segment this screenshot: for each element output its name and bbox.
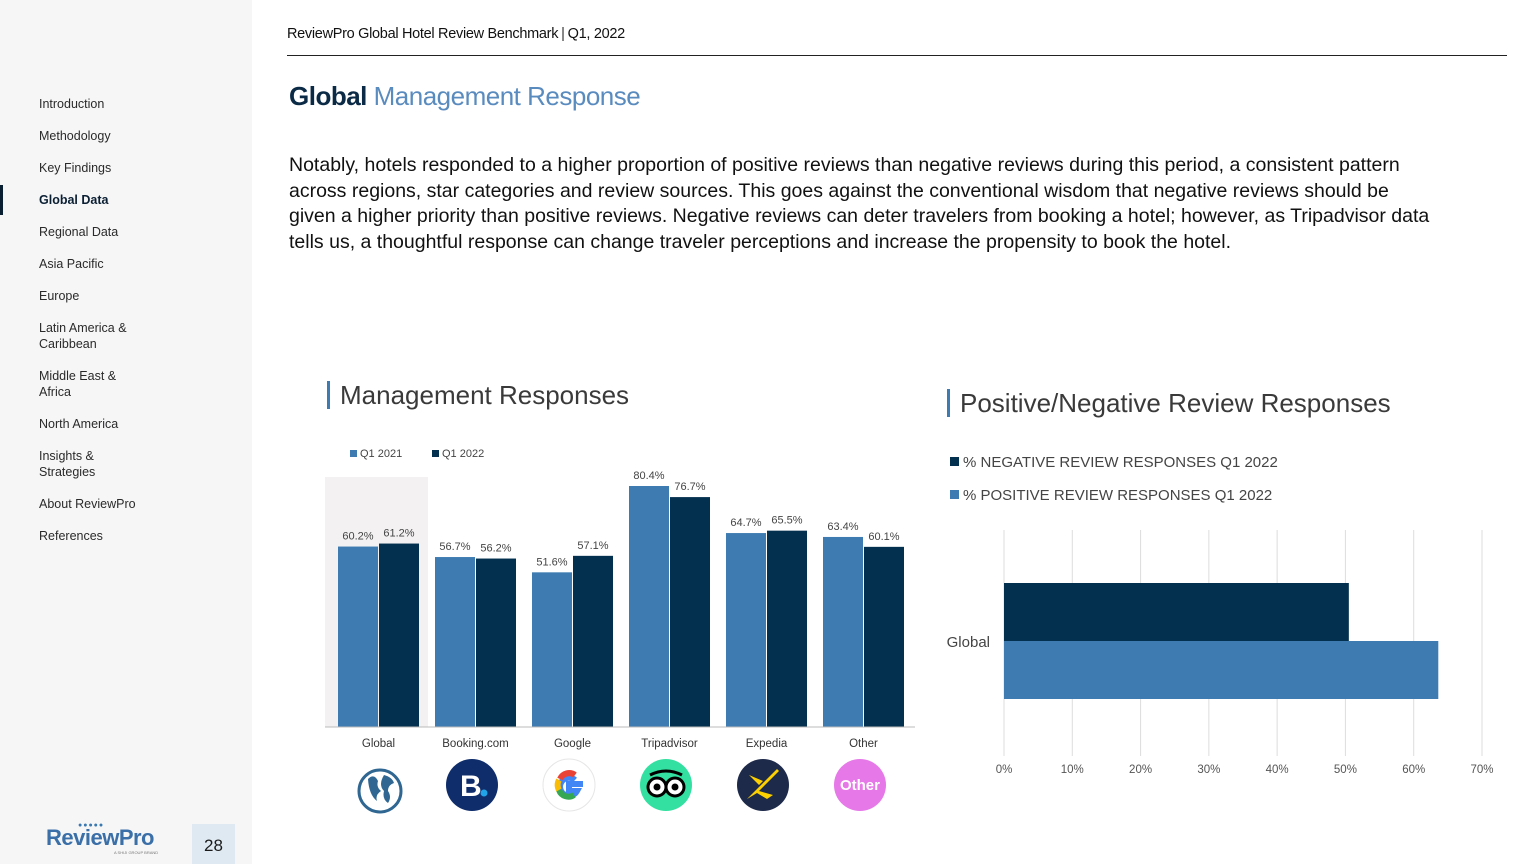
sidebar: Introduction Methodology Key Findings Globa… [0,0,252,864]
x-tick-label: 60% [1402,764,1425,776]
sidebar-item-europe[interactable]: Europe [39,289,80,303]
data-label: 65.5% [771,515,802,527]
legend-label-1: % POSITIVE REVIEW RESPONSES Q1 2022 [963,487,1272,504]
logo-subtitle: A SHIJI GROUP BRAND [114,850,159,855]
x-tick-label: 30% [1197,764,1220,776]
sidebar-item-methodology[interactable]: Methodology [39,129,111,143]
x-tick-label: 10% [1061,764,1084,776]
bar-bookingcom-0 [435,557,475,727]
category-label: Other [849,738,878,750]
logo-text: ReviewPro [46,825,155,850]
report-name: ReviewPro Global Hotel Review Benchmark [287,26,559,42]
data-label: 60.1% [868,531,899,543]
x-tick-label: 40% [1266,764,1289,776]
bar-tripadvisor-0 [629,486,669,727]
review-responses-chart: % NEGATIVE REVIEW RESPONSES Q1 2022 % POS… [947,454,1494,776]
data-label: 76.7% [674,481,705,493]
category-label: Global [362,738,395,750]
header-divider [287,55,1507,56]
data-label: 56.7% [439,541,470,553]
data-label: 61.2% [383,528,414,540]
sidebar-item-references[interactable]: References [39,529,103,543]
management-responses-chart: Q1 2021 Q1 2022 60.2% 61.2% Global 56.7% 56.2%… [325,448,915,814]
page-title-bold: Global [289,81,367,111]
data-label: 64.7% [730,517,761,529]
x-tick-label: 70% [1470,764,1493,776]
svg-text:B: B [460,770,482,803]
category-label: Booking.com [442,738,508,750]
x-tick-label: 20% [1129,764,1152,776]
sidebar-item-asia-pacific[interactable]: Asia Pacific [39,257,104,271]
bar-global-1 [379,543,419,727]
reviewpro-logo[interactable]: ●●●●● ReviewPro A SHIJI GROUP BRAND [46,822,166,856]
legend-swatch-1 [950,490,959,499]
x-tick-label: 0% [996,764,1013,776]
sidebar-item-middle-east-and-africa[interactable]: Middle East & Africa [39,369,117,399]
management-responses-title: Management Responses [327,381,629,409]
body-paragraph: Notably, hotels responded to a higher pr… [289,154,1430,253]
bar-expedia-0 [726,533,766,727]
category-label: Tripadvisor [641,738,698,750]
data-label: 80.4% [633,470,664,482]
data-label: 56.2% [480,543,511,555]
sidebar-item-global-data[interactable]: Global Data [0,184,150,216]
bar-google-1 [573,555,613,727]
category-label: Google [554,738,591,750]
legend-swatch-0 [950,457,959,466]
google-icon [542,758,596,812]
category-label: Global [947,634,990,651]
tripadvisor-icon [640,759,692,811]
sidebar-item-latin-america-and-caribbean[interactable]: Latin America & Caribbean [39,321,127,351]
sidebar-item-introduction[interactable]: Introduction [39,97,105,111]
other-icon: Other [834,759,886,811]
page-number: 28 [192,824,235,864]
legend-swatch-0 [350,450,357,457]
bar-other-1 [864,546,904,727]
data-label: 63.4% [827,521,858,533]
bar-tripadvisor-1 [670,497,710,727]
hbar-0 [1004,583,1349,641]
bar-bookingcom-1 [476,558,516,727]
bar-expedia-1 [767,530,807,727]
hbar-1 [1004,641,1439,699]
x-tick-label: 50% [1334,764,1357,776]
booking-icon: B [446,759,498,811]
report-header: ReviewPro Global Hotel Review Benchmark |… [287,26,625,42]
sidebar-item-insights-and-strategies[interactable]: Insights & Strategies [39,449,96,479]
data-label: 57.1% [577,540,608,552]
legend-swatch-1 [432,450,439,457]
page-title: Global Management Response [289,81,641,112]
sidebar-item-about-reviewpro[interactable]: About ReviewPro [39,497,136,511]
legend-label-0: Q1 2021 [360,448,402,460]
sidebar-item-north-america[interactable]: North America [39,417,119,431]
report-period: Q1, 2022 [567,26,626,42]
bar-other-0 [823,536,863,727]
page-title-light: Management Response [373,81,641,111]
sidebar-item-key-findings[interactable]: Key Findings [39,161,112,175]
legend-label-0: % NEGATIVE REVIEW RESPONSES Q1 2022 [963,454,1278,471]
category-label: Expedia [746,738,788,750]
other-icon-label: Other [840,777,880,794]
legend-label-1: Q1 2022 [442,448,484,460]
review-responses-title: Positive/Negative Review Responses [947,389,1391,417]
expedia-icon [737,759,789,811]
data-label: 60.2% [342,531,373,543]
bar-google-0 [532,572,572,727]
sidebar-nav: Introduction Methodology Key Findings Globa… [0,88,252,552]
logo-dots-icon: ●●●●● [78,822,105,829]
header-separator: | [561,26,565,42]
bar-global-0 [338,546,378,727]
data-label: 51.6% [536,556,567,568]
sidebar-item-regional-data[interactable]: Regional Data [39,225,119,239]
globe-icon [357,768,403,814]
